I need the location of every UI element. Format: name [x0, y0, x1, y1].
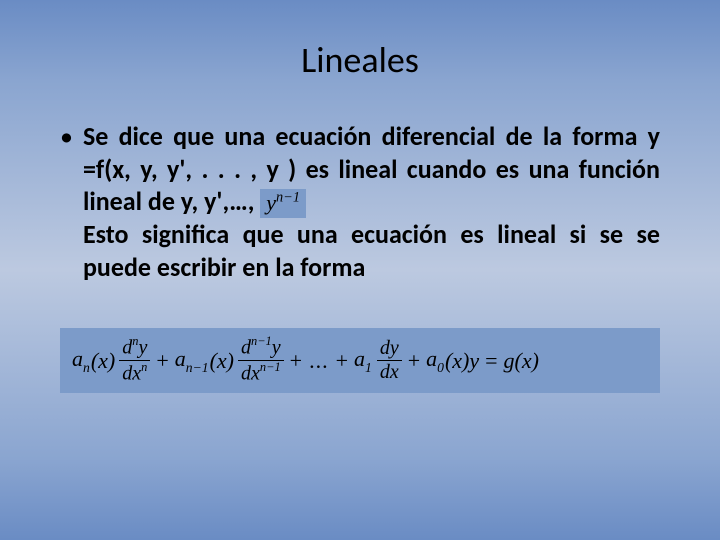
- slide: Lineales • Se dice que una ecuación dife…: [0, 0, 720, 540]
- x-arg-4: (x): [515, 348, 539, 374]
- frac-dy: dy dx: [377, 338, 402, 383]
- sup-n-2: n: [141, 360, 147, 374]
- body-text: Se dice que una ecuación diferencial de …: [83, 120, 660, 283]
- coeff-a-4: a: [426, 346, 437, 371]
- term-an: an(x): [72, 346, 115, 375]
- plus-1: +: [156, 348, 168, 374]
- x-arg-3: (x): [445, 348, 469, 374]
- x-arg-2: (x): [210, 348, 234, 374]
- frac-dn: dny dxn: [119, 336, 150, 384]
- plus-3: +: [336, 348, 348, 374]
- term-gx: g(x): [504, 348, 539, 374]
- inline-math-exp: n−1: [276, 190, 300, 206]
- sub-0: 0: [437, 360, 444, 375]
- eq-sign: =: [485, 348, 497, 374]
- term-an1: an−1(x): [175, 346, 234, 375]
- inline-math-base: y: [266, 190, 276, 215]
- dx-2: dx: [241, 363, 260, 385]
- dx-1: dx: [122, 363, 141, 385]
- g: g: [504, 348, 515, 374]
- coeff-a-2: a: [175, 346, 186, 371]
- coeff-a: a: [72, 346, 83, 371]
- sub-n: n: [83, 360, 90, 375]
- frac-dn1: dn−1y dxn−1: [238, 336, 284, 384]
- dx-3: dx: [377, 361, 402, 383]
- d-1: d: [122, 337, 132, 359]
- y-1: y: [138, 337, 147, 359]
- coeff-a-3: a: [354, 346, 365, 371]
- slide-title: Lineales: [60, 38, 660, 82]
- dy: dy: [377, 338, 402, 361]
- sup-n1-1: n−1: [251, 334, 272, 348]
- bullet-icon: •: [60, 120, 73, 153]
- sub-n1: n−1: [186, 360, 209, 375]
- plus-4: +: [408, 348, 420, 374]
- sup-n-1: n: [132, 334, 138, 348]
- inline-math-yn1: yn−1: [260, 189, 306, 219]
- sup-n1-2: n−1: [260, 360, 281, 374]
- dots: ...: [309, 348, 329, 374]
- equation-box: an(x) dny dxn + an−1(x) dn−1y dxn−1 + ..…: [60, 328, 660, 392]
- y-3: y: [469, 348, 479, 374]
- term-a1: a1: [354, 346, 373, 375]
- plus-2: +: [290, 348, 302, 374]
- y-2: y: [272, 337, 281, 359]
- body-line-4: Esto significa que una ecuación es linea…: [83, 218, 623, 250]
- body-line-1: Se dice que una ecuación diferencial de …: [83, 120, 562, 152]
- sub-1: 1: [365, 360, 372, 375]
- d-2: d: [241, 337, 251, 359]
- x-arg-1: (x): [91, 348, 115, 374]
- bullet-block: • Se dice que una ecuación diferencial d…: [60, 120, 660, 283]
- term-a0: a0(x)y: [426, 346, 479, 375]
